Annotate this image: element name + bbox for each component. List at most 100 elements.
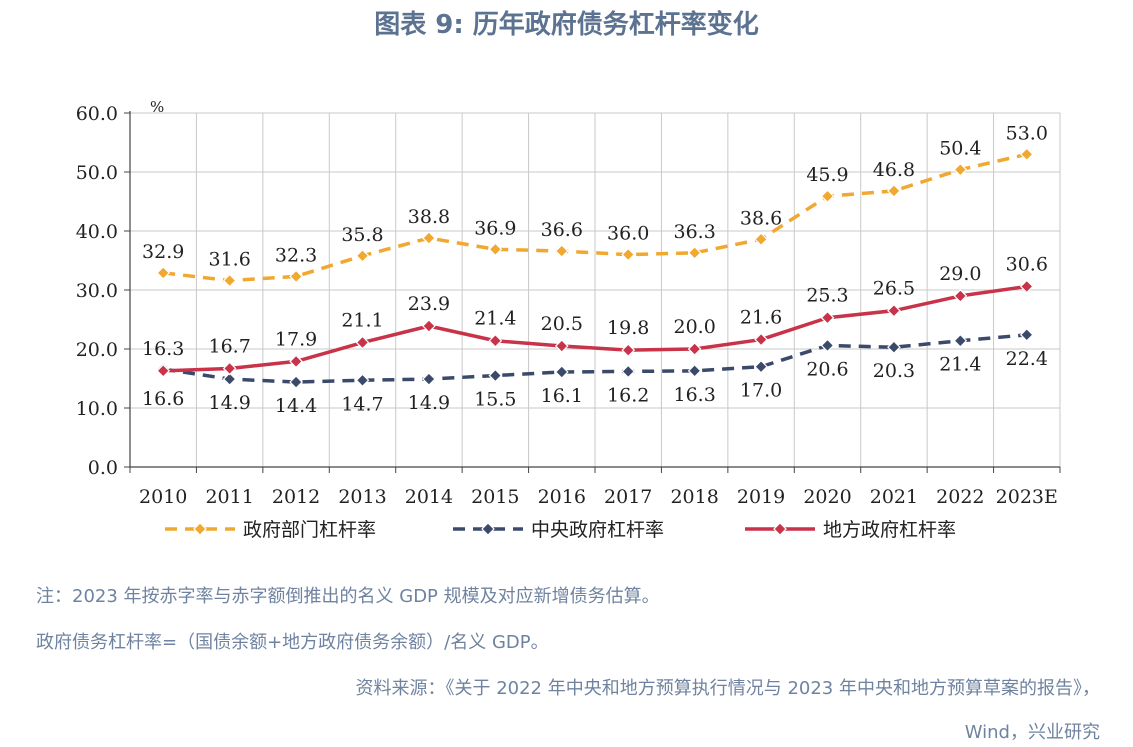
series-1-point <box>422 231 436 245</box>
x-tick-label: 2018 <box>670 486 718 508</box>
y-tick-label: 0.0 <box>88 457 118 479</box>
y-tick-label: 40.0 <box>76 221 118 243</box>
x-tick-label: 2022 <box>936 486 984 508</box>
series-3-point <box>754 332 768 347</box>
series-2-point <box>754 359 768 374</box>
data-label: 26.5 <box>873 278 915 300</box>
series-lines <box>156 147 1034 389</box>
series-3-point <box>222 361 237 376</box>
series-2-point <box>488 368 503 383</box>
data-label: 30.6 <box>1006 253 1048 275</box>
series-3-point <box>1019 279 1034 294</box>
data-label: 35.8 <box>341 224 383 246</box>
source-line-2: Wind，兴业研究 <box>964 722 1100 743</box>
series-3-point <box>554 339 569 353</box>
data-label: 32.9 <box>142 241 184 263</box>
line-chart: 0.010.020.030.040.050.060.0% 2010 2011 201… <box>76 98 1061 541</box>
data-label: 14.9 <box>208 392 250 414</box>
legend-label-3: 地方政府杠杆率 <box>823 519 956 541</box>
data-label: 53.0 <box>1006 122 1048 144</box>
series-line-3 <box>163 284 1028 373</box>
series-1-point <box>820 189 835 204</box>
data-label: 16.6 <box>142 388 184 410</box>
data-label: 16.1 <box>541 385 583 407</box>
series-2-point <box>289 375 303 389</box>
y-tick-label: 30.0 <box>76 280 118 302</box>
legend-marker-2 <box>481 522 495 536</box>
legend-label-1: 政府部门杠杆率 <box>243 519 376 541</box>
series-3-point <box>422 319 436 333</box>
data-label: 46.8 <box>873 159 915 181</box>
series-1-point <box>355 248 370 263</box>
data-label: 36.6 <box>541 219 583 241</box>
x-tick-label: 2015 <box>471 486 519 508</box>
series-1-point <box>953 162 968 177</box>
data-label: 29.0 <box>939 263 981 285</box>
series-2-point <box>621 364 636 379</box>
series-1-point <box>1019 147 1034 162</box>
data-label: 50.4 <box>939 138 981 160</box>
data-label: 25.3 <box>806 285 848 307</box>
data-label: 20.0 <box>673 316 715 338</box>
x-tick-label: 2019 <box>737 486 785 508</box>
series-line-2 <box>162 333 1027 384</box>
series-1-point <box>222 273 237 288</box>
data-label: 36.0 <box>607 223 649 245</box>
legend: 政府部门杠杆率 中央政府杠杆率 地方政府杠杆率 <box>165 519 956 541</box>
series-1-point <box>621 247 636 262</box>
data-label: 16.3 <box>142 338 184 360</box>
data-label: 15.5 <box>474 389 516 411</box>
data-label: 16.7 <box>208 335 250 357</box>
x-tick-label: 2017 <box>604 486 652 508</box>
data-label: 36.9 <box>474 217 516 239</box>
series-2-point <box>687 363 702 378</box>
x-tick-label: 2021 <box>870 486 918 508</box>
legend-marker-3 <box>773 522 787 536</box>
series-2-point <box>820 338 835 353</box>
series-2-point <box>355 373 370 388</box>
y-unit-label: % <box>150 98 164 116</box>
series-1-point <box>554 244 569 258</box>
series-2-point <box>422 372 436 386</box>
series-2-point <box>222 372 237 386</box>
data-label: 16.2 <box>607 384 649 406</box>
data-label: 17.0 <box>740 380 782 402</box>
y-axis-ticks: 0.0 10.0 20.0 30.0 40.0 50.0 60.0% <box>76 98 165 479</box>
series-1-point <box>289 269 303 284</box>
series-2-point <box>554 365 569 379</box>
axes <box>124 111 1061 473</box>
series-2-point <box>1019 327 1034 342</box>
data-label: 45.9 <box>806 164 848 186</box>
data-label: 20.3 <box>873 360 915 382</box>
data-label: 32.3 <box>275 244 317 266</box>
x-tick-label: 2011 <box>205 486 253 508</box>
series-3-point <box>887 303 901 318</box>
series-1-point <box>488 242 503 257</box>
x-tick-label: 2023E <box>996 486 1058 508</box>
gridlines <box>130 112 1061 467</box>
data-label: 38.6 <box>740 207 782 229</box>
footnote-1: 注：2023 年按赤字率与赤字额倒推出的名义 GDP 规模及对应新增债务估算。 <box>36 586 660 607</box>
series-line-1 <box>163 152 1028 283</box>
data-labels: 32.9 31.6 32.3 35.8 38.8 36.9 36.6 36.0 36.3 38.6… <box>142 122 1048 417</box>
data-label: 21.6 <box>740 307 782 329</box>
x-tick-label: 2010 <box>139 486 187 508</box>
source-line-1: 资料来源：《关于 2022 年中央和地方预算执行情况与 2023 年中央和地方预… <box>355 678 1100 699</box>
series-3-point <box>621 343 636 358</box>
series-3-point <box>289 354 303 369</box>
series-1-point <box>754 232 768 247</box>
data-label: 21.4 <box>939 354 981 376</box>
series-2-point <box>953 333 968 348</box>
y-tick-label: 20.0 <box>76 339 118 361</box>
data-label: 14.4 <box>275 395 317 417</box>
x-tick-label: 2012 <box>272 486 320 508</box>
series-3-point <box>488 333 503 348</box>
x-tick-label: 2013 <box>338 486 386 508</box>
series-1-point <box>687 245 702 260</box>
data-label: 21.4 <box>474 308 516 330</box>
data-label: 17.9 <box>275 328 317 350</box>
series-3-point <box>156 363 171 378</box>
y-tick-label: 50.0 <box>76 162 118 184</box>
y-tick-label: 10.0 <box>76 398 118 420</box>
data-label: 20.5 <box>541 313 583 335</box>
